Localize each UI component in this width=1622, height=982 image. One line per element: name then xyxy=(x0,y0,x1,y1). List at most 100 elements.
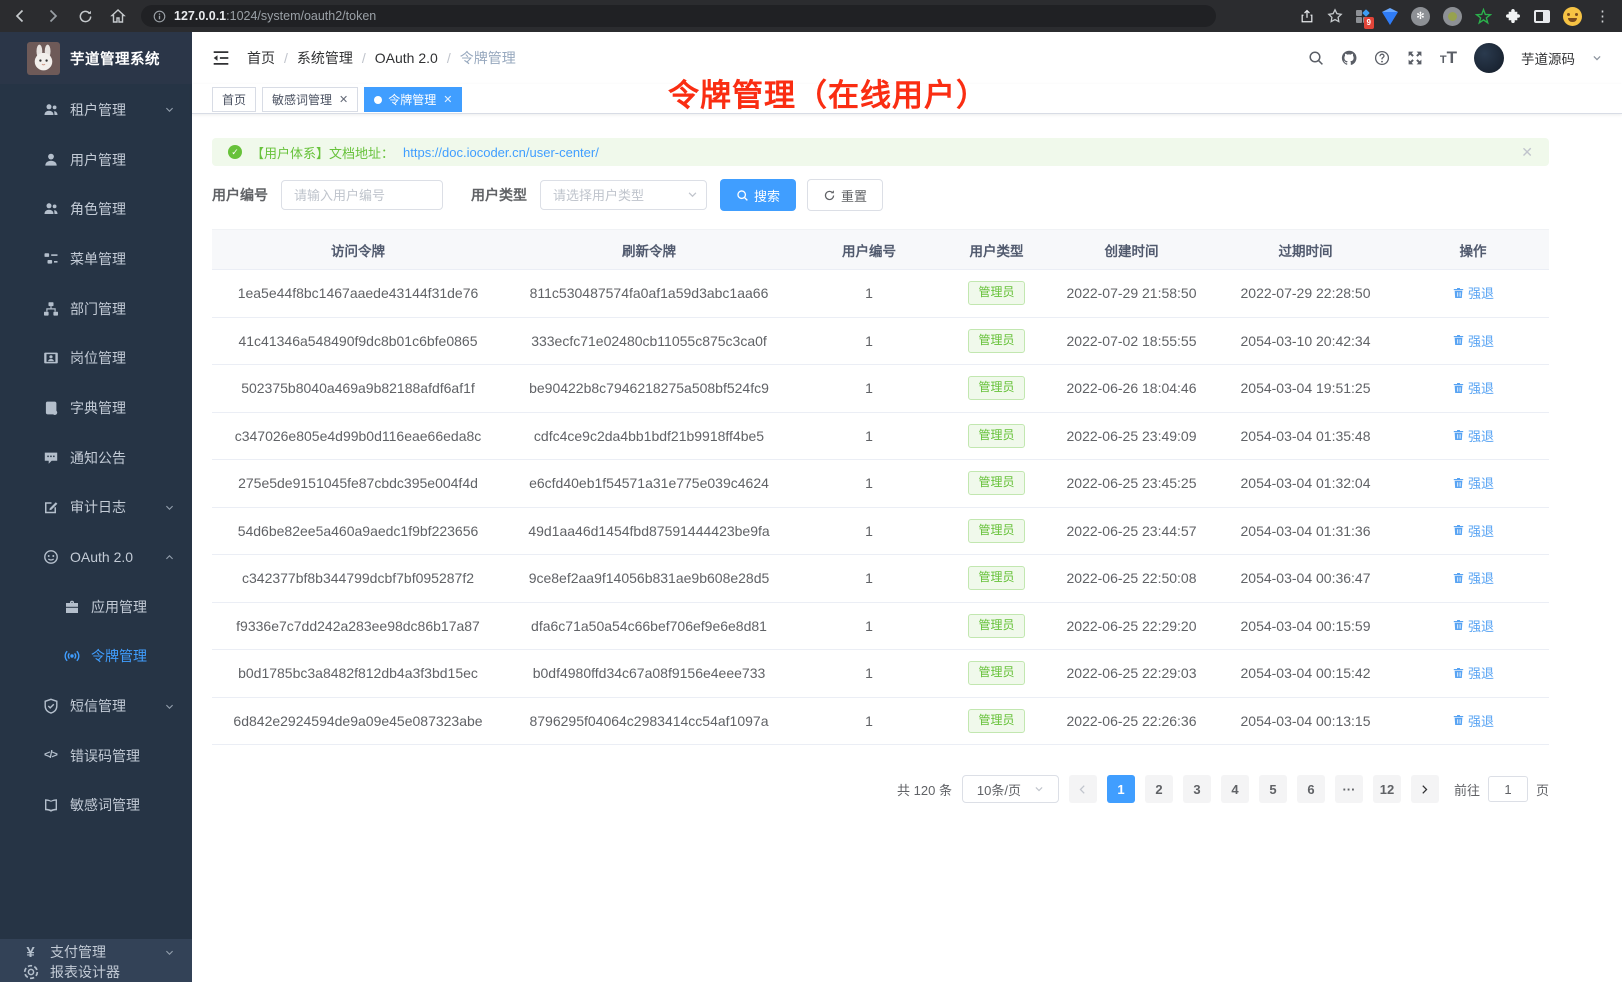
avatar[interactable] xyxy=(1474,43,1504,73)
user-name[interactable]: 芋道源码 xyxy=(1521,52,1575,67)
sidebar-item-tenant[interactable]: 租户管理 xyxy=(0,85,192,135)
bookmark-star-icon[interactable] xyxy=(1327,8,1343,24)
page-button-1[interactable]: 1 xyxy=(1106,775,1135,803)
user-id-input[interactable] xyxy=(281,180,443,210)
sidebar-item-pay[interactable]: ¥ 支付管理 xyxy=(0,942,192,962)
force-logout-button[interactable]: 强退 xyxy=(1452,331,1494,350)
expire-time-cell: 2022-07-29 22:28:50 xyxy=(1214,269,1397,318)
page-size-select[interactable]: 10条/页 xyxy=(961,775,1059,803)
back-icon[interactable] xyxy=(12,8,28,24)
page-button-2[interactable]: 2 xyxy=(1144,775,1173,803)
force-logout-button[interactable]: 强退 xyxy=(1452,568,1494,587)
browser-menu-icon[interactable]: ⋮ xyxy=(1595,8,1610,25)
tab-令牌管理[interactable]: 令牌管理 ✕ xyxy=(364,87,463,112)
force-logout-label: 强退 xyxy=(1467,523,1494,539)
column-header: 创建时间 xyxy=(1049,229,1214,270)
sidebar-item-sms[interactable]: 短信管理 xyxy=(0,681,192,731)
gem-extension-icon[interactable] xyxy=(1382,7,1398,25)
user-type-select[interactable] xyxy=(540,180,707,210)
action-cell: 强退 xyxy=(1397,364,1549,413)
share-icon[interactable] xyxy=(1300,9,1314,24)
search-button[interactable]: 搜索 xyxy=(720,179,797,211)
sidebar-item-role[interactable]: 角色管理 xyxy=(0,184,192,234)
user-id-cell: 1 xyxy=(794,602,944,650)
pixel-grid-extension-icon[interactable]: 9 xyxy=(1356,8,1374,29)
search-icon[interactable] xyxy=(1308,50,1324,66)
page-button-6[interactable]: 6 xyxy=(1296,775,1325,803)
side-panel-icon[interactable] xyxy=(1534,9,1550,23)
page-button-12[interactable]: 12 xyxy=(1372,775,1401,803)
collapse-sidebar-icon[interactable] xyxy=(212,49,230,67)
question-icon[interactable] xyxy=(1374,50,1390,66)
breadcrumb-item[interactable]: OAuth 2.0 xyxy=(374,50,438,66)
sidebar-item-post[interactable]: 岗位管理 xyxy=(0,333,192,383)
forward-icon[interactable] xyxy=(45,8,61,24)
command-extension-icon[interactable]: ✻ xyxy=(1411,6,1430,26)
url-bar[interactable]: 127.0.0.1:1024/system/oauth2/token xyxy=(141,5,1216,27)
github-icon[interactable] xyxy=(1341,50,1357,66)
sidebar-item-app[interactable]: 应用管理 xyxy=(0,582,192,632)
page-size-value: 10条/页 xyxy=(976,782,1021,798)
force-logout-button[interactable]: 强退 xyxy=(1452,663,1494,682)
tab-close-icon[interactable]: ✕ xyxy=(443,94,453,106)
refresh-icon xyxy=(823,189,836,202)
goto-page-input[interactable] xyxy=(1487,776,1528,802)
sidebar-item-notice[interactable]: 通知公告 xyxy=(0,433,192,483)
prev-page-button[interactable] xyxy=(1068,775,1097,803)
sidebar-item-report[interactable]: 报表设计器 xyxy=(0,962,192,982)
force-logout-button[interactable]: 强退 xyxy=(1452,616,1494,635)
fullscreen-icon[interactable] xyxy=(1407,50,1423,66)
site-info-icon[interactable] xyxy=(153,10,166,23)
refresh-token-cell: be90422b8c7946218275a508bf524fc9 xyxy=(504,364,794,413)
user-type-select-input[interactable] xyxy=(540,180,707,210)
home-icon[interactable] xyxy=(110,8,126,24)
page-button-3[interactable]: 3 xyxy=(1182,775,1211,803)
breadcrumb-separator: / xyxy=(284,50,288,66)
sidebar-item-user[interactable]: 用户管理 xyxy=(0,135,192,185)
sidebar-item-dict[interactable]: 字典管理 xyxy=(0,383,192,433)
doc-link[interactable]: https://doc.iocoder.cn/user-center/ xyxy=(403,144,599,160)
sidebar-item-oauth[interactable]: OAuth 2.0 xyxy=(0,532,192,582)
table-row: c342377bf8b344799dcbf7bf095287f2 9ce8ef2a… xyxy=(212,554,1549,603)
action-cell: 强退 xyxy=(1397,554,1549,603)
record-extension-icon[interactable] xyxy=(1443,6,1462,26)
reload-icon[interactable] xyxy=(78,9,93,24)
page-button-5[interactable]: 5 xyxy=(1258,775,1287,803)
app-title: 芋道管理系统 xyxy=(70,51,160,68)
tab-敏感词管理[interactable]: 敏感词管理 ✕ xyxy=(262,87,359,112)
breadcrumb-item[interactable]: 首页 xyxy=(247,50,275,66)
sidebar-item-errcode[interactable]: </> 错误码管理 xyxy=(0,731,192,781)
chevron-down-icon xyxy=(161,947,178,958)
tab-close-icon[interactable]: ✕ xyxy=(339,94,349,106)
app-logo[interactable]: 芋道管理系统 xyxy=(0,32,192,84)
green-star-extension-icon[interactable] xyxy=(1475,7,1492,25)
force-logout-button[interactable]: 强退 xyxy=(1452,711,1494,730)
sidebar-item-token[interactable]: 令牌管理 xyxy=(0,632,192,682)
alert-close-icon[interactable]: ✕ xyxy=(1521,143,1533,160)
access-token-cell: 54d6be82ee5a460a9aedc1f9bf223656 xyxy=(212,507,504,555)
table-row: b0d1785bc3a8482f812db4a3f3bd15ec b0df4980… xyxy=(212,649,1549,698)
chevron-down-icon[interactable] xyxy=(1592,53,1602,63)
sidebar-item-menu[interactable]: 菜单管理 xyxy=(0,234,192,284)
fontsize-icon[interactable]: TT xyxy=(1439,48,1457,67)
table-row: 41c41346a548490f9dc8b01c6bfe0865 333ecfc7… xyxy=(212,317,1549,365)
next-page-button[interactable] xyxy=(1410,775,1439,803)
force-logout-button[interactable]: 强退 xyxy=(1452,473,1494,492)
puzzle-extension-icon[interactable] xyxy=(1505,8,1521,24)
force-logout-button[interactable]: 强退 xyxy=(1452,426,1494,445)
sidebar-item-sensitive[interactable]: 敏感词管理 xyxy=(0,781,192,831)
user-type-cell: 管理员 xyxy=(944,649,1049,698)
tab-首页[interactable]: 首页 xyxy=(212,87,257,112)
sidebar-item-dept[interactable]: 部门管理 xyxy=(0,284,192,334)
emoji-extension-icon[interactable] xyxy=(1563,6,1582,26)
force-logout-button[interactable]: 强退 xyxy=(1452,378,1494,397)
page-ellipsis[interactable]: ··· xyxy=(1334,775,1363,803)
created-time-cell: 2022-06-25 23:44:57 xyxy=(1049,507,1214,555)
force-logout-button[interactable]: 强退 xyxy=(1452,283,1494,302)
menu-icon xyxy=(42,251,59,267)
breadcrumb-item[interactable]: 系统管理 xyxy=(296,50,353,66)
page-button-4[interactable]: 4 xyxy=(1220,775,1249,803)
reset-button[interactable]: 重置 xyxy=(807,179,884,211)
force-logout-button[interactable]: 强退 xyxy=(1452,521,1494,540)
sidebar-item-audit[interactable]: 审计日志 xyxy=(0,483,192,533)
